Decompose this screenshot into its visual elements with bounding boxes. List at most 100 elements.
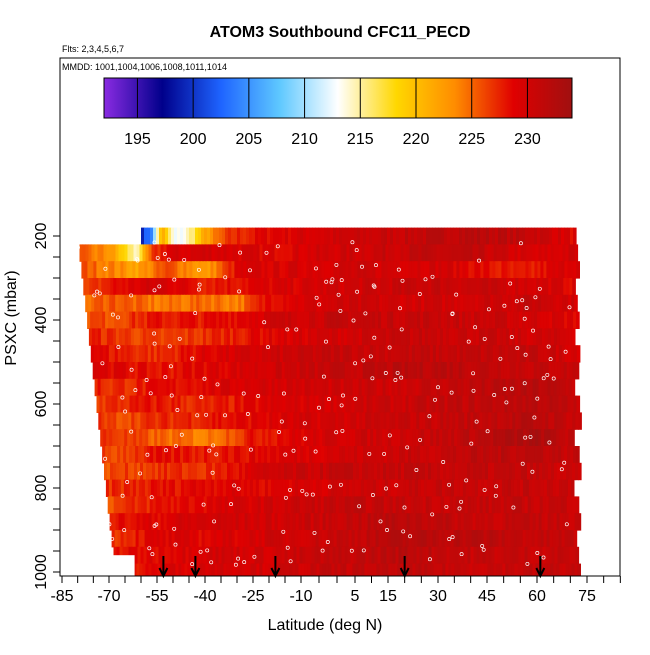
heatmap-cell xyxy=(376,429,380,447)
heatmap-cell xyxy=(567,395,572,413)
heatmap-cell xyxy=(254,496,259,514)
heatmap-cell xyxy=(91,294,95,313)
x-tick-label: 15 xyxy=(379,588,397,605)
heatmap-cell xyxy=(179,546,184,565)
heatmap-cell xyxy=(439,563,443,576)
heatmap-cell xyxy=(434,496,439,514)
heatmap-cell xyxy=(195,395,200,413)
heatmap-cell xyxy=(384,261,388,279)
heatmap-cell xyxy=(437,412,441,430)
heatmap-cell xyxy=(442,378,447,397)
heatmap-cell xyxy=(252,479,257,497)
heatmap-cell xyxy=(425,362,430,380)
heatmap-cell xyxy=(528,479,533,497)
heatmap-cell xyxy=(441,395,446,413)
heatmap-cell xyxy=(514,244,519,262)
heatmap-cell xyxy=(528,227,532,245)
heatmap-cell xyxy=(282,227,286,245)
heatmap-cell xyxy=(471,446,475,464)
sample-point xyxy=(564,522,569,527)
heatmap-cell xyxy=(518,412,522,430)
heatmap-cell xyxy=(468,395,473,413)
heatmap-cell xyxy=(185,362,190,380)
heatmap-cell xyxy=(344,278,348,296)
heatmap-cell xyxy=(532,378,537,397)
heatmap-cell xyxy=(485,412,489,430)
heatmap-cell xyxy=(572,496,577,514)
heatmap-cell xyxy=(178,294,182,313)
heatmap-cell xyxy=(114,530,119,548)
heatmap-cell xyxy=(280,328,285,346)
y-tick-label: 1000 xyxy=(33,554,50,590)
heatmap-cell xyxy=(219,311,223,329)
heatmap-cell xyxy=(310,244,315,262)
sample-point xyxy=(525,561,530,566)
heatmap-cell xyxy=(438,395,443,413)
heatmap-cell xyxy=(180,311,184,329)
sample-point xyxy=(559,467,564,472)
heatmap-cell xyxy=(525,530,530,548)
heatmap-cell xyxy=(510,530,515,548)
heatmap-cell xyxy=(527,412,531,430)
heatmap-cell xyxy=(466,244,471,262)
heatmap-cell xyxy=(327,395,332,413)
heatmap-cell xyxy=(203,412,207,430)
heatmap-cell xyxy=(504,311,508,329)
heatmap-cell xyxy=(351,261,355,279)
heatmap-cell xyxy=(221,362,226,380)
heatmap-cell xyxy=(201,395,206,413)
heatmap-cell xyxy=(270,395,275,413)
heatmap-cell xyxy=(491,462,495,481)
heatmap-cell xyxy=(479,278,483,296)
heatmap-cell xyxy=(322,244,327,262)
heatmap-cell xyxy=(383,362,388,380)
heatmap-cell xyxy=(418,513,423,531)
heatmap-cell xyxy=(570,311,574,329)
sample-point xyxy=(314,295,319,300)
heatmap-cell xyxy=(269,278,273,296)
heatmap-cell xyxy=(347,412,351,430)
heatmap-cell xyxy=(513,261,517,279)
heatmap-cell xyxy=(181,429,185,447)
heatmap-cell xyxy=(482,546,487,565)
heatmap-cell xyxy=(301,294,305,313)
heatmap-cell xyxy=(578,412,582,430)
heatmap-cell xyxy=(499,328,504,346)
heatmap-cell xyxy=(506,362,511,380)
heatmap-cell xyxy=(505,513,510,531)
heatmap-cell xyxy=(362,496,367,514)
heatmap-cell xyxy=(103,294,107,313)
heatmap-cell xyxy=(430,429,434,447)
heatmap-cell xyxy=(174,345,179,363)
heatmap-cell xyxy=(379,429,383,447)
heatmap-cell xyxy=(322,563,326,576)
colorbar-tick-label: 205 xyxy=(236,131,263,148)
heatmap-cell xyxy=(92,362,97,380)
heatmap-cell xyxy=(124,328,129,346)
heatmap-cell xyxy=(499,244,504,262)
heatmap-cell xyxy=(530,496,535,514)
heatmap-cell xyxy=(557,546,562,565)
heatmap-cell xyxy=(449,546,454,565)
sample-point xyxy=(232,483,237,488)
heatmap-cell xyxy=(205,378,210,397)
heatmap-cell xyxy=(379,294,383,313)
heatmap-cell xyxy=(475,513,480,531)
heatmap-cell xyxy=(258,227,262,245)
heatmap-cell xyxy=(350,412,354,430)
heatmap-cell xyxy=(387,479,392,497)
heatmap-cell xyxy=(568,429,572,447)
sample-point xyxy=(567,305,572,310)
heatmap-cell xyxy=(482,462,486,481)
heatmap-cell xyxy=(354,395,359,413)
heatmap-cell xyxy=(274,328,279,346)
heatmap-cell xyxy=(546,530,551,548)
heatmap-cell xyxy=(123,311,127,329)
x-tick-label: -10 xyxy=(289,588,312,605)
heatmap-cell xyxy=(355,294,359,313)
heatmap-cell xyxy=(302,462,306,481)
heatmap-cell xyxy=(515,362,520,380)
heatmap-cell xyxy=(289,328,294,346)
heatmap-cell xyxy=(383,412,387,430)
heatmap-cell xyxy=(150,395,155,413)
